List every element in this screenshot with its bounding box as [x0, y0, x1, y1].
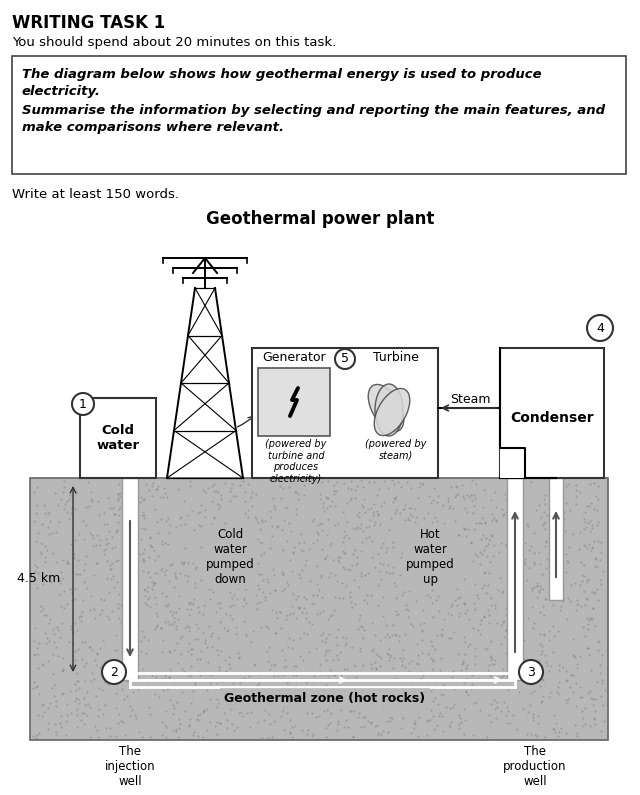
Text: 1: 1 [79, 398, 87, 410]
Text: 4.5 km: 4.5 km [17, 572, 60, 585]
Text: Steam: Steam [450, 393, 490, 406]
Text: WRITING TASK 1: WRITING TASK 1 [12, 14, 165, 32]
Bar [122, 478, 138, 680]
Text: Condenser: Condenser [510, 411, 594, 425]
Text: electricity.: electricity. [22, 85, 101, 98]
Bar [507, 478, 523, 680]
Ellipse shape [375, 384, 403, 436]
Text: (powered by
turbine and
produces
electricity): (powered by turbine and produces electri… [266, 439, 326, 484]
Text: Summarise the information by selecting and reporting the main features, and: Summarise the information by selecting a… [22, 104, 605, 117]
Circle shape [102, 660, 126, 684]
Circle shape [587, 315, 613, 341]
Ellipse shape [374, 389, 410, 436]
Bar [80, 398, 156, 478]
Text: You should spend about 20 minutes on this task.: You should spend about 20 minutes on thi… [12, 36, 336, 49]
Bar [500, 448, 525, 478]
Text: The
production
well: The production well [503, 745, 567, 788]
Text: Geothermal power plant: Geothermal power plant [206, 210, 434, 228]
Text: Turbine: Turbine [373, 351, 419, 364]
Bar [500, 348, 604, 478]
Circle shape [72, 393, 94, 415]
Text: Cold
water
pumped
down: Cold water pumped down [205, 528, 254, 586]
Text: The diagram below shows how geothermal energy is used to produce: The diagram below shows how geothermal e… [22, 68, 541, 81]
Bar [12, 56, 626, 174]
Ellipse shape [368, 385, 404, 432]
Text: The
injection
well: The injection well [105, 745, 156, 788]
Text: 3: 3 [527, 665, 535, 678]
Text: Geothermal zone (hot rocks): Geothermal zone (hot rocks) [225, 692, 426, 705]
Text: Write at least 150 words.: Write at least 150 words. [12, 188, 179, 201]
Text: 4: 4 [596, 321, 604, 335]
Text: make comparisons where relevant.: make comparisons where relevant. [22, 121, 284, 134]
Bar [30, 478, 608, 740]
Text: 2: 2 [110, 665, 118, 678]
Bar [549, 478, 563, 600]
Circle shape [519, 660, 543, 684]
Text: Hot
water
pumped
up: Hot water pumped up [406, 528, 454, 586]
Bar [258, 368, 330, 436]
Text: (powered by
steam): (powered by steam) [365, 439, 427, 460]
Text: Generator: Generator [262, 351, 326, 364]
Bar [252, 348, 438, 478]
Circle shape [335, 349, 355, 369]
Text: Cold
water: Cold water [97, 424, 140, 452]
Text: 5: 5 [341, 352, 349, 366]
